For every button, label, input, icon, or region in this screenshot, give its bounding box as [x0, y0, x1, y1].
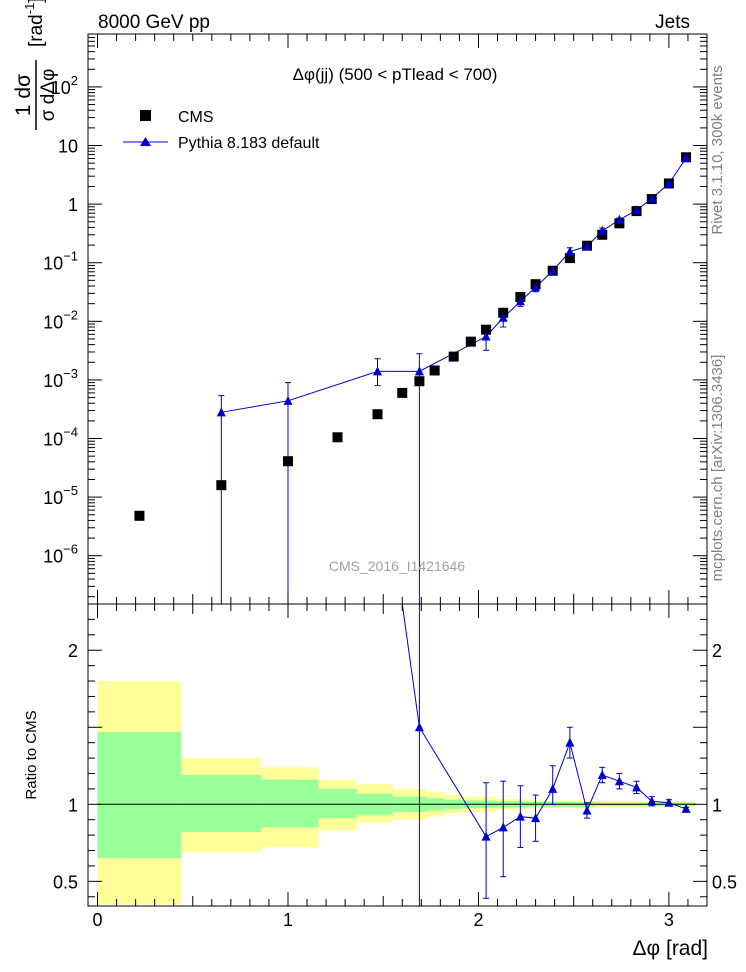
- ratio-y-tick-label-left: 1: [68, 795, 78, 815]
- pythia-data-point: [647, 193, 657, 203]
- pythia-ratio-point: [647, 796, 657, 806]
- pythia-data-point: [614, 214, 624, 224]
- pythia-ratio-point: [481, 831, 491, 841]
- x-tick-label: 0: [93, 910, 103, 930]
- pythia-ratio-point: [664, 797, 674, 807]
- main-chart-title: Δφ(jj) (500 < pTlead < 700): [293, 65, 498, 84]
- uncertainty-band-inner: [181, 775, 262, 833]
- pythia-ratio-point: [515, 811, 525, 821]
- y-tick-label: 10−6: [43, 542, 78, 567]
- cms-data-point: [498, 307, 509, 318]
- cms-data-point: [481, 324, 492, 335]
- pythia-data-point: [597, 225, 607, 235]
- uncertainty-band-inner: [318, 788, 357, 819]
- ylabel-fraction-numerator: 1 dσ: [12, 74, 35, 116]
- legend: CMS Pythia 8.183 default: [123, 109, 320, 152]
- side-rivet-label: Rivet 3.1.10, 300k events: [709, 65, 726, 234]
- pythia-data-point: [481, 331, 491, 341]
- pythia-ratio-point: [632, 782, 642, 792]
- legend-label-cms: CMS: [178, 109, 214, 126]
- pythia-data-point: [283, 395, 293, 405]
- y-tick-label: 10−2: [43, 307, 78, 332]
- pythia-data-point: [565, 246, 575, 256]
- cms-data-point: [465, 336, 476, 347]
- pythia-data-point: [414, 366, 424, 376]
- main-y-axis-label: 1 dσ σ dΔφ [rad-1]: [12, 0, 59, 130]
- ratio-frame: [87, 603, 708, 907]
- pythia-ratio-point: [498, 822, 508, 832]
- pythia-ratio-point: [681, 803, 691, 813]
- analysis-watermark: CMS_2016_I1421646: [329, 558, 465, 574]
- cms-data-point: [372, 409, 383, 420]
- ylabel-unit: [rad-1]: [22, 0, 47, 47]
- ratio-x-axis: 0 1 2 3: [93, 590, 689, 930]
- pythia-data-point: [632, 205, 642, 215]
- header-left-label: 8000 GeV pp: [98, 12, 210, 33]
- y-tick-label: 1: [68, 195, 78, 215]
- pythia-ratio-point: [565, 737, 575, 747]
- pythia-ratio-point: [597, 770, 607, 780]
- pythia-ratio-point: [548, 783, 558, 793]
- ratio-y-tick-label-right: 2: [712, 641, 722, 661]
- side-mcplots-label: mcplots.cern.ch [arXiv:1306.3436]: [709, 355, 726, 582]
- cms-data-point: [429, 365, 440, 376]
- cms-data-point: [216, 480, 227, 491]
- uncertainty-band-inner: [261, 779, 319, 828]
- uncertainty-band-inner: [97, 731, 182, 859]
- pythia-data-point: [498, 312, 508, 322]
- pythia-ratio-point: [531, 813, 541, 823]
- x-tick-label: 1: [283, 910, 293, 930]
- y-tick-label: 10−1: [43, 249, 78, 274]
- x-axis-label: Δφ [rad]: [633, 937, 709, 960]
- header-right-label: Jets: [655, 12, 690, 33]
- cms-data-point: [564, 253, 575, 264]
- cms-data-point: [448, 351, 459, 362]
- y-tick-label: 10−5: [43, 483, 78, 508]
- y-tick-label: 102: [51, 73, 78, 98]
- pythia-ratio-point: [614, 776, 624, 786]
- legend-label-pythia: Pythia 8.183 default: [178, 135, 320, 152]
- pythia-data-point: [531, 282, 541, 292]
- x-tick-label: 2: [473, 910, 483, 930]
- cms-data-point: [134, 510, 145, 521]
- cms-data-point: [282, 456, 293, 467]
- pythia-ratio-point: [582, 805, 592, 815]
- ylabel-fraction-denominator: σ dΔφ: [38, 69, 59, 122]
- pythia-ratio-point: [414, 722, 424, 732]
- cms-data-point: [332, 432, 343, 443]
- ratio-y-axis: 0.5 0.5 1 1 2 2: [53, 603, 737, 898]
- y-tick-label: 10−3: [43, 366, 78, 391]
- legend-marker-cms: [140, 110, 151, 121]
- main-plot-area: [134, 152, 692, 604]
- pythia-data-point: [681, 153, 691, 163]
- ratio-y-tick-label-right: 0.5: [712, 872, 737, 892]
- ratio-y-axis-label: Ratio to CMS: [23, 710, 40, 799]
- pythia-data-point: [548, 265, 558, 275]
- pythia-data-point: [373, 366, 383, 376]
- pythia-data-point: [216, 407, 226, 417]
- y-tick-label: 10−4: [43, 425, 78, 450]
- cms-data-point: [397, 387, 408, 398]
- y-tick-label: 10: [58, 137, 78, 157]
- main-y-axis: 10−6 10−5 10−4 10−3 10−2 10−1 1 10 102: [43, 33, 707, 598]
- legend-marker-pythia: [140, 137, 151, 146]
- x-tick-label: 3: [664, 910, 674, 930]
- ratio-panel: 0.5 0.5 1 1 2 2 0 1 2 3 Ratio to CMS Δφ [rad]: [23, 590, 737, 960]
- ratio-y-tick-label-right: 1: [712, 795, 722, 815]
- pythia-line: [221, 157, 687, 413]
- pythia-data-point: [582, 241, 592, 251]
- ratio-y-tick-label-left: 2: [68, 641, 78, 661]
- pythia-data-point: [515, 296, 525, 306]
- pythia-data-point: [664, 178, 674, 188]
- ratio-y-tick-label-left: 0.5: [53, 872, 78, 892]
- main-panel: 10−6 10−5 10−4 10−3 10−2 10−1 1 10 102 Δφ(jj) (5…: [12, 0, 708, 605]
- ratio-plot-area: [97, 603, 696, 906]
- cms-data-point: [414, 376, 425, 387]
